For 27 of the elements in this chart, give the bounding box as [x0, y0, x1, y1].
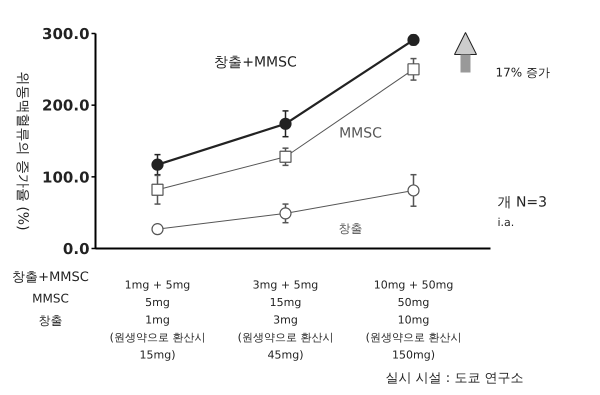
text: 창출+MMSC	[214, 54, 297, 70]
point	[279, 207, 292, 220]
text: i.a.	[498, 216, 514, 229]
point	[151, 184, 164, 196]
text: 창출+MMSC	[12, 270, 89, 285]
series-label: MMSC	[339, 126, 382, 142]
x-tick-label: 1mg + 5mg 5mg 1mg (원생약으로 환산시 15mg)	[110, 278, 206, 362]
y-tick-label: 200.0	[42, 96, 90, 115]
point	[151, 158, 164, 171]
point	[279, 150, 292, 163]
y-tick-label: 100.0	[42, 168, 90, 186]
x-tick-label: 10mg + 50mg 50mg 10mg (원생약으로 환산시 150mg)	[366, 278, 462, 362]
point	[151, 223, 164, 236]
text: MMSC	[32, 292, 69, 306]
x-tick-label: 3mg + 5mg 15mg 3mg (원생약으로 환산시 45mg)	[238, 278, 334, 362]
text: 개 N=3	[498, 194, 548, 210]
y-axis-title: 위동맥혈류의 증가율 (%)	[14, 71, 30, 231]
text: 창출	[38, 314, 62, 328]
y-tick-label: 0.0	[62, 240, 90, 258]
point	[407, 184, 420, 197]
y-tick-label: 300.0	[42, 25, 90, 43]
point	[407, 63, 420, 76]
point	[279, 118, 292, 130]
text: 실시 시설 : 도쿄 연구소	[386, 371, 524, 386]
series-label: 창출	[338, 222, 362, 236]
point	[407, 34, 420, 46]
text: 17% 증가	[496, 66, 550, 80]
